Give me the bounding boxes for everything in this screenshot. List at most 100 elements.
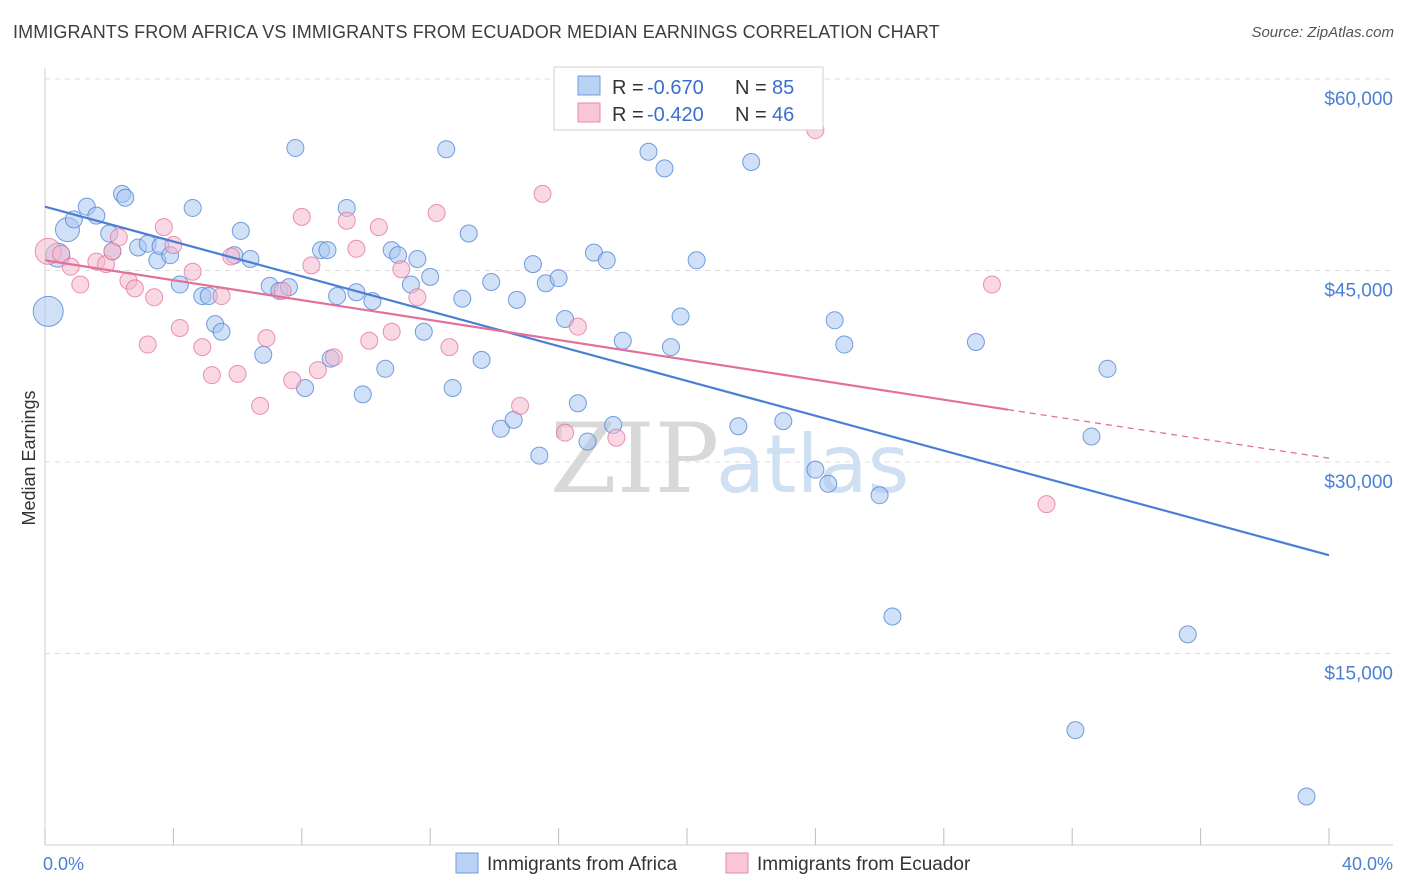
ecuador-point-40	[556, 423, 575, 442]
ecuador-point-32	[369, 218, 388, 237]
ecuador-point-11	[145, 288, 164, 307]
chart-title: IMMIGRANTS FROM AFRICA VS IMMIGRANTS FRO…	[13, 22, 940, 42]
legend-ecuador-r-value: -0.420	[647, 104, 704, 126]
africa-point-77	[870, 486, 889, 505]
ecuador-point-44	[982, 275, 1001, 294]
ecuador-point-28	[324, 348, 343, 367]
ecuador-point-29	[337, 211, 356, 230]
africa-point-9	[116, 188, 135, 207]
ecuador-point-30	[347, 239, 366, 258]
ecuador-point-31	[360, 331, 379, 350]
africa-point-42	[408, 250, 427, 269]
ecuador-point-26	[302, 256, 321, 275]
africa-point-49	[472, 350, 491, 369]
legend-swatch-africa	[577, 75, 601, 96]
africa-point-66	[655, 159, 674, 178]
africa-point-28	[286, 138, 305, 157]
ecuador-point-45	[1037, 495, 1056, 514]
africa-point-0	[32, 295, 64, 327]
watermark-zip: ZIP	[550, 403, 719, 515]
trend-lines	[44, 205, 1330, 557]
ecuador-point-9	[125, 279, 144, 298]
grid	[45, 78, 1393, 654]
y-tick-labels: $15,000 $30,000 $45,000 $60,000	[1324, 89, 1393, 685]
ecuador-point-39	[533, 184, 552, 203]
ecuador-point-38	[511, 396, 530, 415]
africa-point-60	[578, 432, 597, 451]
africa-point-43	[414, 322, 433, 341]
africa-point-83	[1178, 625, 1197, 644]
africa-point-16	[183, 198, 202, 217]
africa-point-20	[212, 322, 231, 341]
africa-point-71	[742, 152, 761, 171]
africa-point-70	[729, 417, 748, 436]
bottom-legend-swatch-ecuador	[725, 852, 749, 874]
ecuador-point-42	[607, 428, 626, 447]
legend-africa-r-label: R =	[612, 77, 649, 99]
y-axis-label: Median Earnings	[19, 390, 39, 525]
legend-africa-n-value: 85	[772, 77, 794, 99]
trend-ecuador-extension	[1007, 409, 1330, 459]
bottom-legend: Immigrants from Africa Immigrants from E…	[455, 852, 971, 875]
ecuador-point-17	[202, 366, 221, 385]
africa-point-80	[1066, 721, 1085, 740]
africa-point-38	[376, 359, 395, 378]
africa-point-76	[835, 335, 854, 354]
africa-point-53	[507, 290, 526, 309]
x-tick-labels: 0.0% 40.0%	[43, 854, 1393, 874]
africa-point-31	[318, 241, 337, 260]
legend-swatch-ecuador	[577, 102, 601, 123]
africa-point-62	[597, 251, 616, 270]
legend-ecuador-n-value: 46	[772, 104, 794, 126]
ecuador-point-37	[440, 338, 459, 357]
africa-point-73	[806, 460, 825, 479]
africa-point-54	[523, 255, 542, 274]
legend-row-africa: R = -0.670 N = 85	[612, 77, 794, 99]
africa-point-45	[437, 140, 456, 159]
africa-point-44	[421, 267, 440, 286]
africa-point-72	[774, 412, 793, 431]
africa-point-24	[254, 345, 273, 364]
ecuador-point-35	[408, 288, 427, 307]
africa-point-64	[613, 331, 632, 350]
africa-point-84	[1297, 787, 1316, 806]
ecuador-point-14	[170, 318, 189, 337]
ecuador-point-15	[183, 262, 202, 281]
africa-point-22	[231, 221, 250, 240]
y-tick-label-2: $45,000	[1324, 281, 1393, 302]
legend: R = -0.670 N = 85 R = -0.420 N = 46	[553, 66, 824, 131]
bottom-legend-ecuador: Immigrants from Ecuador	[757, 854, 971, 875]
ecuador-point-3	[71, 275, 90, 294]
ecuador-point-16	[193, 338, 212, 357]
africa-point-48	[459, 224, 478, 243]
ecuador-point-41	[568, 317, 587, 336]
bottom-legend-swatch-africa	[455, 852, 479, 874]
ecuador-point-20	[228, 364, 247, 383]
y-tick-label-0: $15,000	[1324, 664, 1393, 685]
africa-point-47	[453, 289, 472, 308]
axes	[44, 68, 1393, 846]
africa-point-55	[530, 446, 549, 465]
legend-ecuador-n-label: N =	[735, 104, 772, 126]
ecuador-point-33	[382, 322, 401, 341]
legend-africa-n-label: N =	[735, 77, 772, 99]
x-tick-left: 0.0%	[43, 854, 84, 874]
africa-point-74	[819, 474, 838, 493]
ecuador-point-7	[109, 228, 128, 247]
ecuador-point-2	[61, 257, 80, 276]
ecuador-point-12	[154, 218, 173, 237]
africa-point-15	[170, 275, 189, 294]
legend-ecuador-r-label: R =	[612, 104, 649, 126]
ecuador-point-24	[283, 371, 302, 390]
y-tick-label-1: $30,000	[1324, 472, 1393, 493]
africa-point-57	[549, 269, 568, 288]
africa-point-75	[825, 311, 844, 330]
africa-point-50	[482, 272, 501, 291]
africa-point-36	[353, 385, 372, 404]
africa-point-33	[328, 287, 347, 306]
africa-point-65	[639, 142, 658, 161]
watermark: ZIP atlas	[550, 403, 909, 515]
ecuador-point-23	[273, 281, 292, 300]
africa-point-67	[661, 338, 680, 357]
